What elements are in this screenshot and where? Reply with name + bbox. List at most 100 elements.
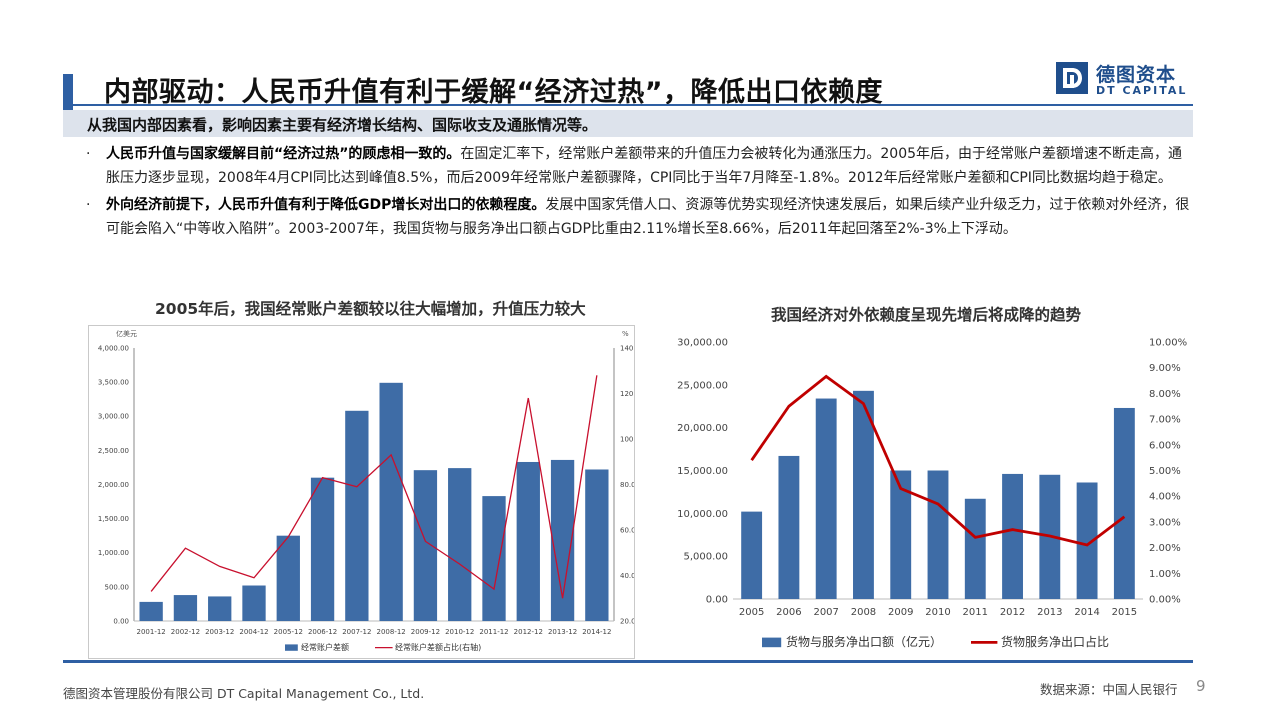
bar-mark xyxy=(310,477,335,621)
bar-mark xyxy=(276,535,300,621)
y2-tick-label: 8.00% xyxy=(1149,389,1181,400)
y-tick-label: 20,000.00 xyxy=(677,423,728,434)
y2-tick-label: 3.00% xyxy=(1149,517,1181,528)
y-tick-label: 25,000.00 xyxy=(677,380,728,391)
x-tick-label: 2007-12 xyxy=(342,628,371,636)
x-tick-label: 2011 xyxy=(963,607,988,618)
title-accent-bar xyxy=(63,74,73,114)
x-tick-label: 2012 xyxy=(1000,607,1025,618)
bullet-text: 发展中国家凭借人口、资源等优势实现经济快速发展后，如果后续产业升级乏力，过于依赖… xyxy=(106,197,1190,237)
x-tick-label: 2011-12 xyxy=(479,628,508,636)
y2-tick-label: 80.00 xyxy=(620,481,634,489)
y-tick-label: 1,000.00 xyxy=(98,549,129,557)
bullet-lead: 人民币升值与国家缓解目前“经济过热”的顾虑相一致的。 xyxy=(106,146,461,162)
y2-tick-label: 20.00 xyxy=(620,617,634,625)
y-tick-label: 2,000.00 xyxy=(98,481,129,489)
y2-tick-label: 0.00% xyxy=(1149,595,1181,606)
legend-label-bar: 经常账户差额 xyxy=(301,642,349,652)
bar-mark xyxy=(173,595,198,621)
bullet-item-1: · 人民币升值与国家缓解目前“经济过热”的顾虑相一致的。在固定汇率下，经常账户差… xyxy=(82,143,1192,190)
legend-label-line: 经常账户差额占比(右轴) xyxy=(395,642,481,652)
x-tick-label: 2014-12 xyxy=(582,628,611,636)
y2-axis-unit: % xyxy=(622,330,629,338)
bar-mark xyxy=(927,470,949,599)
y2-tick-label: 7.00% xyxy=(1149,415,1181,426)
page-number: 9 xyxy=(1196,677,1206,695)
x-tick-label: 2005 xyxy=(739,607,764,618)
y-tick-label: 30,000.00 xyxy=(677,338,728,349)
x-tick-label: 2008 xyxy=(851,607,876,618)
y-tick-label: 10,000.00 xyxy=(677,509,728,520)
bar-mark xyxy=(741,511,763,599)
x-tick-label: 2014 xyxy=(1074,607,1099,618)
bar-mark xyxy=(778,455,800,599)
x-tick-label: 2005-12 xyxy=(274,628,303,636)
legend-label-line: 货物服务净出口占比 xyxy=(1001,634,1109,649)
y-tick-label: 5,000.00 xyxy=(683,552,728,563)
bar-mark xyxy=(550,459,575,621)
bar-mark xyxy=(1002,473,1023,599)
x-tick-label: 2009-12 xyxy=(411,628,440,636)
y-tick-label: 3,500.00 xyxy=(98,379,129,387)
y2-tick-label: 10.00% xyxy=(1149,338,1187,349)
bullet-list: · 人民币升值与国家缓解目前“经济过热”的顾虑相一致的。在固定汇率下，经常账户差… xyxy=(82,143,1192,245)
y-tick-label: 0.00 xyxy=(113,617,129,625)
logo-mark-icon xyxy=(1056,62,1088,94)
bullet-lead: 外向经济前提下，人民币升值有利于降低GDP增长对出口的依赖程度。 xyxy=(106,197,546,213)
chart2-title: 我国经济对外依赖度呈现先增后将成降的趋势 xyxy=(771,306,1082,324)
y2-tick-label: 5.00% xyxy=(1149,466,1181,477)
bar-mark xyxy=(242,585,266,621)
y-tick-label: 1,500.00 xyxy=(98,515,129,523)
bar-mark xyxy=(1113,407,1135,599)
legend-swatch-bar xyxy=(762,637,782,648)
bar-mark xyxy=(379,382,403,621)
bar-mark xyxy=(208,596,232,621)
footer-divider xyxy=(63,660,1193,663)
bar-mark xyxy=(815,398,837,599)
bar-mark xyxy=(585,469,609,621)
chart2-svg: 0.00 5,000.00 10,000.00 15,000.00 20,000.00 2… xyxy=(677,338,1187,650)
x-tick-label: 2010-12 xyxy=(445,628,474,636)
bullet-dot: · xyxy=(86,146,91,162)
y2-tick-label: 120.00 xyxy=(620,390,634,398)
bar-mark xyxy=(890,470,912,599)
footer-company: 德图资本管理股份有限公司 DT Capital Management Co., … xyxy=(63,686,425,701)
y2-tick-label: 40.00 xyxy=(620,572,634,580)
x-tick-label: 2003-12 xyxy=(205,628,234,636)
x-tick-label: 2004-12 xyxy=(239,628,268,636)
x-tick-label: 2002-12 xyxy=(171,628,200,636)
company-logo: 德图资本 DT CAPITAL xyxy=(1056,62,1196,98)
bullet-dot: · xyxy=(86,197,91,213)
series-line xyxy=(750,374,1126,547)
chart1-svg: 亿美元 % 0.00 500.00 1,000.00 1,500.00 2,000.00 2,… xyxy=(98,329,645,652)
y2-tick-label: 9.00% xyxy=(1149,363,1181,374)
bar-mark xyxy=(853,390,874,599)
intro-banner: 从我国内部因素看，影响因素主要有经济增长结构、国际收支及通胀情况等。 xyxy=(63,110,1193,137)
x-tick-label: 2010 xyxy=(925,607,950,618)
x-tick-label: 2013-12 xyxy=(548,628,577,636)
y-tick-label: 500.00 xyxy=(105,583,130,591)
y2-tick-label: 4.00% xyxy=(1149,492,1181,503)
y-tick-label: 15,000.00 xyxy=(677,466,728,477)
bullet-item-2: · 外向经济前提下，人民币升值有利于降低GDP增长对出口的依赖程度。发展中国家凭… xyxy=(82,194,1192,241)
legend-swatch-bar xyxy=(285,644,298,651)
bar-mark xyxy=(482,496,506,621)
intro-text: 从我国内部因素看，影响因素主要有经济增长结构、国际收支及通胀情况等。 xyxy=(87,116,598,134)
x-tick-label: 2006-12 xyxy=(308,628,337,636)
bullet-text: 在固定汇率下，经常账户差额带来的升值压力会被转化为通涨压力。2005年后，由于经… xyxy=(106,146,1183,186)
y2-tick-label: 2.00% xyxy=(1149,543,1181,554)
x-tick-label: 2013 xyxy=(1037,607,1062,618)
x-tick-label: 2015 xyxy=(1112,607,1137,618)
x-tick-label: 2006 xyxy=(776,607,801,618)
series-line xyxy=(150,375,598,599)
footer-source: 数据来源：中国人民银行 xyxy=(1040,682,1178,697)
y-tick-label: 0.00 xyxy=(706,595,728,606)
x-tick-label: 2012-12 xyxy=(514,628,543,636)
y2-tick-label: 6.00% xyxy=(1149,440,1181,451)
logo-name-cn: 德图资本 xyxy=(1096,64,1177,86)
y-tick-label: 2,500.00 xyxy=(98,447,129,455)
bar-mark xyxy=(964,498,986,599)
bar-mark xyxy=(345,410,369,621)
y-axis-unit: 亿美元 xyxy=(116,329,137,338)
chart1-frame: 亿美元% 0.00 500.00 1,000.00 1,500.00 2,000.00 2,… xyxy=(88,325,645,659)
